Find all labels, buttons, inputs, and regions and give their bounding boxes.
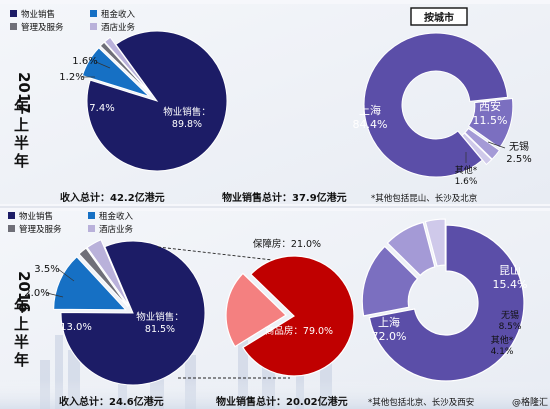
slice-label: 昆山 15.4% bbox=[493, 264, 528, 291]
slice-e585b6e4bb96* bbox=[424, 218, 446, 267]
slice-e59586e59381e688bf bbox=[242, 255, 355, 377]
slice-label: 1.6% bbox=[72, 56, 97, 67]
year-label-2017: 年上半年 bbox=[14, 98, 29, 170]
watermark: @格隆汇 bbox=[512, 396, 548, 408]
slice-e789a9e4b89ae99480e594ae bbox=[86, 30, 228, 172]
slice-label: 无锡 8.5% bbox=[499, 310, 522, 332]
slice-label: 物业销售： 89.8% bbox=[163, 106, 211, 130]
legend-label: 管理及服务 bbox=[21, 22, 64, 33]
slice-e789a9e4b89ae99480e594ae bbox=[60, 240, 206, 386]
legend-swatch bbox=[10, 23, 17, 30]
legend-label: 租金收入 bbox=[99, 211, 134, 222]
slice-e4b88ae6b5b7 bbox=[363, 32, 509, 178]
slice-label: 2.0% bbox=[24, 288, 49, 299]
slice-e8a5bfe5ae89 bbox=[467, 97, 514, 149]
note-2016: *其他包括北京、长沙及西安 bbox=[368, 397, 474, 408]
slice-e585b6e4bb96* bbox=[461, 132, 493, 166]
donut-2017-city: 上海 84.4% 西安 11.5% 无锡 2.5% 其他* 1.6% bbox=[353, 32, 532, 187]
leader-line bbox=[57, 268, 75, 282]
legend-label: 酒店业务 bbox=[101, 22, 136, 33]
leader-line bbox=[95, 61, 111, 69]
slice-e98592e5ba97e4b89ae58aa1 bbox=[86, 239, 130, 307]
slice-label: 上海 72.0% bbox=[372, 315, 407, 343]
slice-label: 商品房：79.0% bbox=[265, 325, 333, 337]
city-box bbox=[410, 7, 468, 26]
pie-2017-revenue: 物业销售： 89.8% 7.4% 1.2% 1.6% bbox=[59, 30, 228, 172]
slice-label: 其他* 1.6% bbox=[455, 164, 478, 187]
slice-e4bf9de99a9ce688bf bbox=[225, 272, 288, 348]
legend-swatch bbox=[8, 225, 15, 232]
legend-swatch bbox=[8, 212, 15, 219]
pie-2016-revenue: 物业销售： 81.5% 13.0% 2.0% 3.5% bbox=[24, 239, 206, 386]
total-sales-2017: 物业销售总计：37.9亿港元 bbox=[222, 191, 347, 204]
donut-2016-city: 上海 72.0% 昆山 15.4% 无锡 8.5%其他* 4.1% bbox=[361, 218, 528, 382]
slice-e69886e5b1b1 bbox=[361, 245, 419, 317]
pie-connector bbox=[157, 246, 291, 379]
legend-label: 租金收入 bbox=[101, 9, 136, 20]
pie-2016-property-type: 商品房：79.0% 保障房：21.0% bbox=[225, 238, 355, 377]
slice-label: 保障房：21.0% bbox=[253, 238, 321, 250]
total-revenue-2017: 收入总计：42.2亿港元 bbox=[60, 191, 165, 204]
connector-line bbox=[157, 246, 291, 263]
slice-e7a79fe98791e694b6e585a5 bbox=[53, 256, 127, 311]
slice-e7aea1e79086e58f8ae69c8de58aa1 bbox=[78, 247, 129, 308]
slice-label: 3.5% bbox=[34, 264, 59, 275]
legend-swatch bbox=[88, 212, 95, 219]
slice-label: 1.2% bbox=[59, 72, 84, 83]
slice-e4b88ae6b5b7 bbox=[368, 224, 525, 382]
slice-e7aea1e79086e58f8ae69c8de58aa1 bbox=[99, 41, 152, 95]
slice-label: 13.0% bbox=[60, 322, 92, 333]
slice-e7a79fe98791e694b6e585a5 bbox=[81, 47, 150, 97]
year-digits: 2016 bbox=[15, 271, 33, 313]
slice-e697a0e994a1 bbox=[464, 127, 501, 160]
note-2017: *其他包括昆山、长沙及北京 bbox=[371, 193, 477, 204]
slice-label: 7.4% bbox=[89, 103, 114, 114]
legend-label: 管理及服务 bbox=[19, 224, 62, 235]
legend-label: 物业销售 bbox=[21, 9, 55, 20]
slice-e98592e5ba97e4b89ae58aa1 bbox=[104, 36, 152, 95]
leader-line bbox=[46, 292, 64, 298]
legend-swatch bbox=[88, 225, 95, 232]
leader-line bbox=[487, 141, 506, 149]
total-revenue-2016: 收入总计：24.6亿港元 bbox=[59, 395, 164, 408]
slice-label: 其他* 4.1% bbox=[491, 334, 514, 357]
year-label-2016: 年上半年 bbox=[14, 297, 29, 369]
total-sales-2016: 物业销售总计：20.02亿港元 bbox=[216, 395, 348, 408]
city-box-label: 按城市 bbox=[424, 11, 454, 24]
slice-e697a0e994a1 bbox=[386, 221, 436, 277]
legend-label: 酒店业务 bbox=[99, 224, 134, 235]
legend-swatch bbox=[90, 10, 97, 17]
legend-swatch bbox=[90, 23, 97, 30]
legend-label: 物业销售 bbox=[19, 211, 53, 222]
legend-swatch bbox=[10, 10, 17, 17]
slice-label: 无锡 2.5% bbox=[506, 140, 531, 165]
slice-label: 西安 11.5% bbox=[473, 99, 508, 127]
year-digits: 2017 bbox=[15, 72, 33, 114]
slice-label: 上海 84.4% bbox=[353, 103, 388, 131]
slice-label: 物业销售： 81.5% bbox=[136, 311, 184, 335]
